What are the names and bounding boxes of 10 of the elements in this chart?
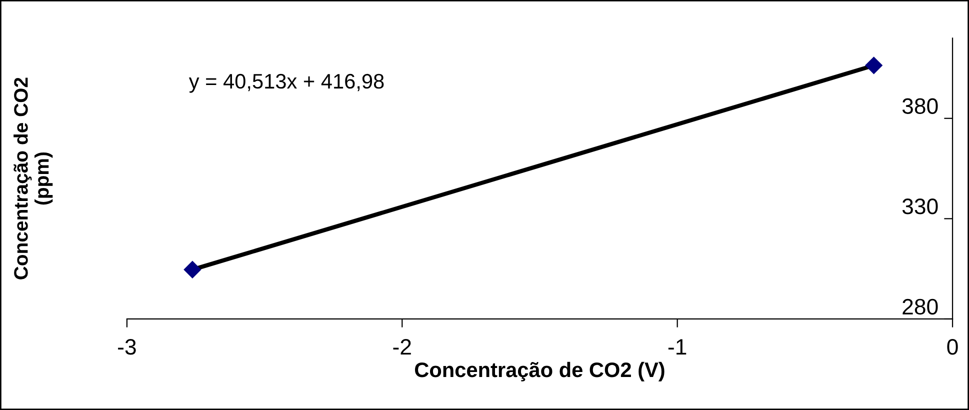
x-axis-title: Concentração de CO2 (V) (414, 362, 664, 382)
x-tick-label: -2 (393, 339, 411, 355)
x-tick-label: -1 (668, 339, 686, 355)
x-tick-label: 0 (947, 339, 958, 355)
y-axis-title: Concentração de CO2 (ppm) (14, 78, 53, 280)
y-tick-label: 280 (902, 298, 938, 315)
annotation: y = 40,513x + 416,98 (188, 74, 384, 93)
x-tick-label: -3 (118, 339, 136, 355)
y-tick-label: 380 (902, 98, 938, 114)
y-tick-label: 330 (902, 198, 938, 214)
